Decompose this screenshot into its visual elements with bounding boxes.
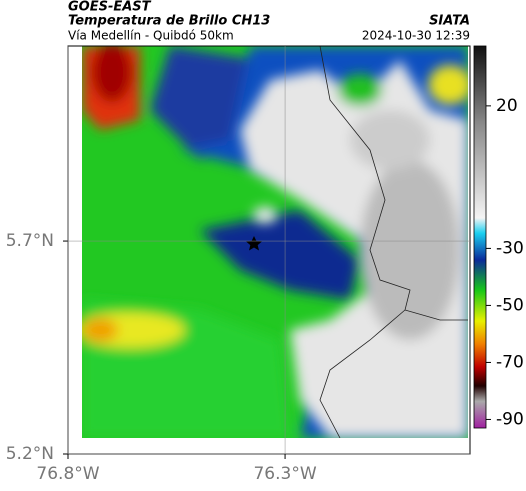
organization: SIATA (429, 14, 470, 29)
colorbar-tick-label: -30 (496, 238, 524, 258)
lon-tick-label: 76.8°W (36, 464, 99, 484)
colorbar-tick-label: -70 (496, 352, 524, 372)
colorbar (473, 45, 487, 429)
timestamp: 2024-10-30 12:39 (362, 29, 470, 43)
colorbar-tick-label: -50 (496, 295, 524, 315)
marker-star (246, 236, 262, 251)
colorbar-tick-label: -90 (496, 409, 524, 429)
product: Temperatura de Brillo CH13 (68, 14, 270, 29)
lat-tick-label: 5.2°N (6, 444, 54, 464)
lon-tick-label: 76.3°W (253, 464, 316, 484)
lat-tick-label: 5.7°N (6, 231, 54, 251)
colorbar-tick-label: 20 (496, 96, 518, 116)
satellite-image (82, 46, 468, 438)
route: Vía Medellín - Quibdó 50km (68, 29, 234, 43)
source: GOES-EAST (68, 0, 152, 15)
